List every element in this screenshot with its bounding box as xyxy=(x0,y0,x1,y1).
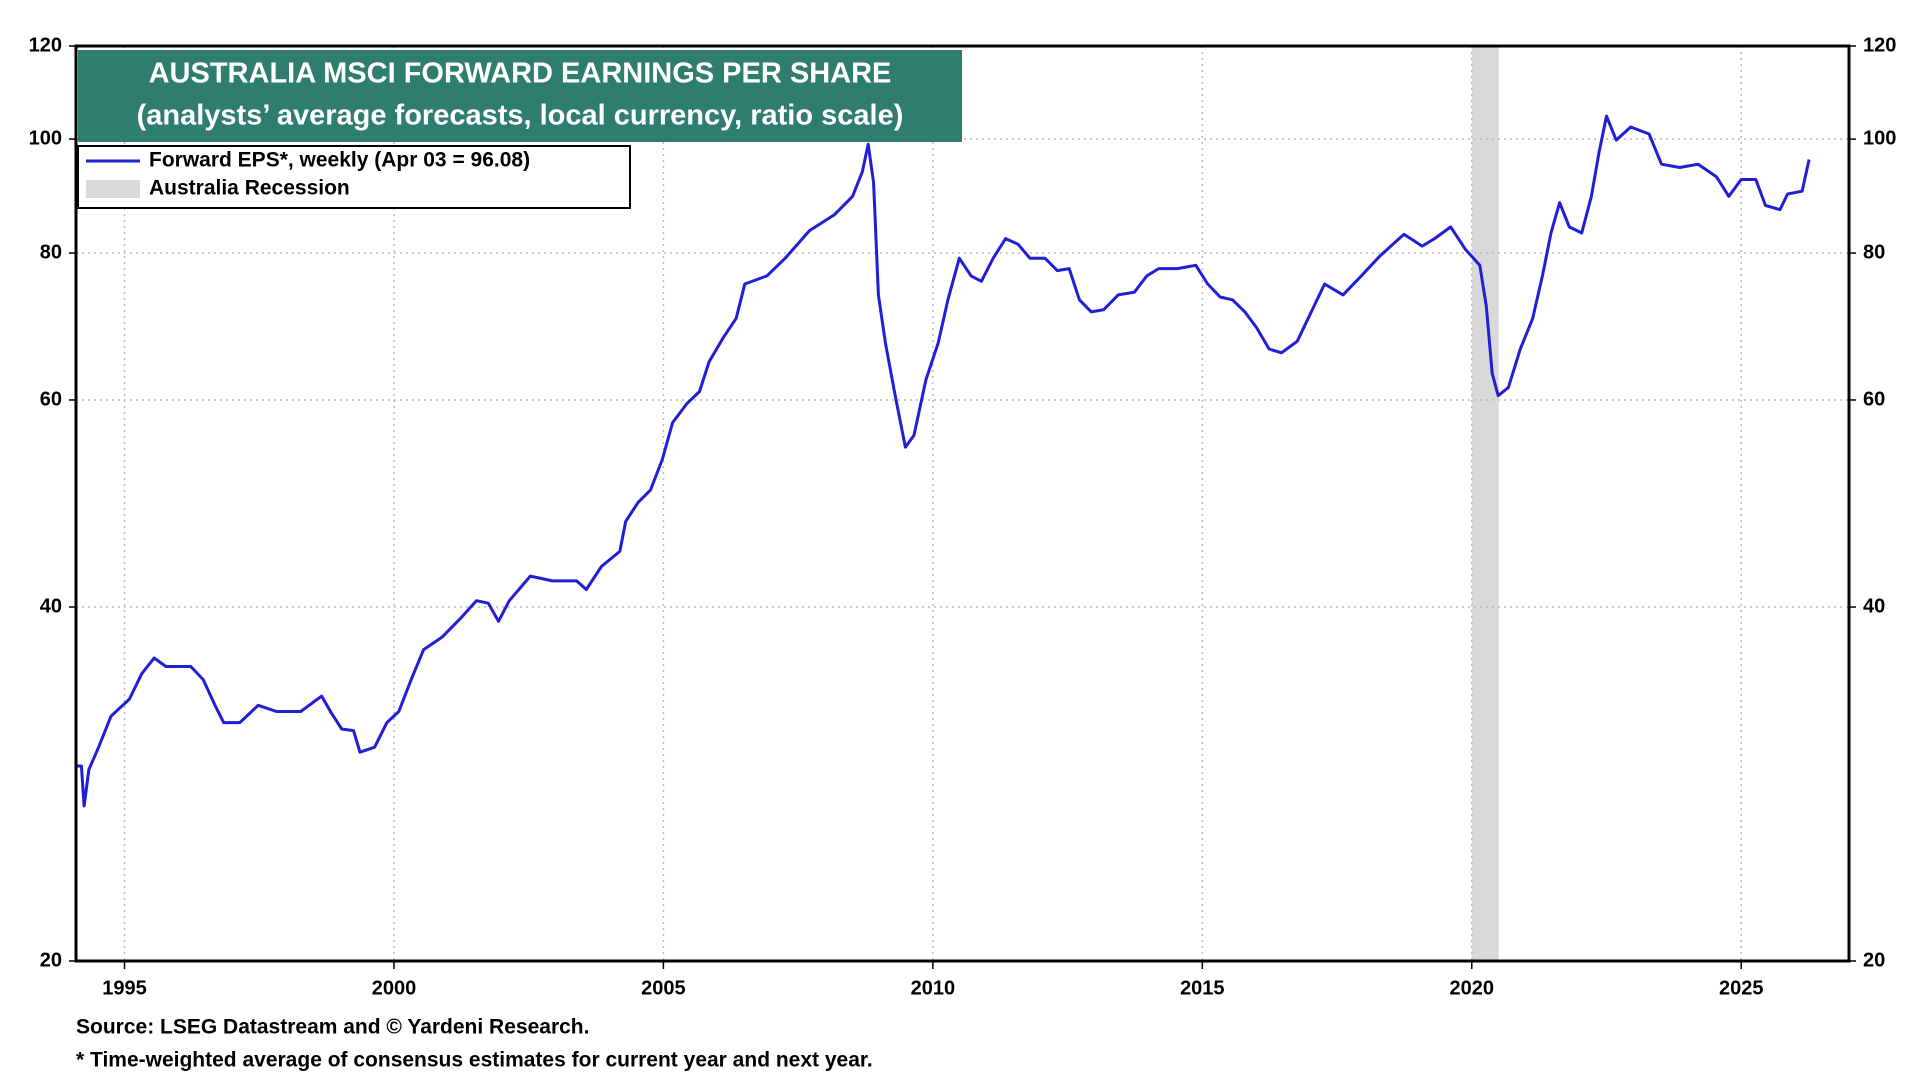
source-note: Source: LSEG Datastream and © Yardeni Re… xyxy=(76,1016,589,1039)
chart-subtitle: (analysts’ average forecasts, local curr… xyxy=(137,100,904,132)
plot-frame xyxy=(74,44,1851,963)
y-tick-label: 100 xyxy=(29,127,62,149)
legend-band-swatch xyxy=(86,180,140,198)
y-tick-label: 40 xyxy=(40,595,62,617)
x-tick-label: 2025 xyxy=(1719,977,1764,999)
y2-tick-label: 120 xyxy=(1863,34,1896,56)
y-tick-label: 80 xyxy=(40,241,62,263)
legend-box xyxy=(77,145,631,209)
y-tick-label: 20 xyxy=(40,949,62,971)
x-tick-label: 1995 xyxy=(102,977,147,999)
y2-tick-label: 20 xyxy=(1863,949,1885,971)
y2-tick-label: 40 xyxy=(1863,595,1885,617)
y2-tick-label: 100 xyxy=(1863,127,1896,149)
chart-title: AUSTRALIA MSCI FORWARD EARNINGS PER SHAR… xyxy=(149,58,892,90)
x-tick-label: 2005 xyxy=(641,977,686,999)
title-box xyxy=(78,50,962,142)
y2-tick-label: 80 xyxy=(1863,241,1885,263)
x-tick-label: 2020 xyxy=(1450,977,1495,999)
x-tick-label: 2000 xyxy=(372,977,417,999)
y-tick-label: 120 xyxy=(29,34,62,56)
x-tick-label: 2015 xyxy=(1180,977,1225,999)
y2-tick-label: 60 xyxy=(1863,388,1885,410)
legend-label: Australia Recession xyxy=(149,177,350,200)
x-tick-label: 2010 xyxy=(911,977,956,999)
series-line xyxy=(76,114,1811,808)
footnote: * Time-weighted average of consensus est… xyxy=(76,1049,873,1072)
recession-band xyxy=(1471,46,1499,961)
legend-label: Forward EPS*, weekly (Apr 03 = 96.08) xyxy=(149,149,530,172)
y-tick-label: 60 xyxy=(40,388,62,410)
